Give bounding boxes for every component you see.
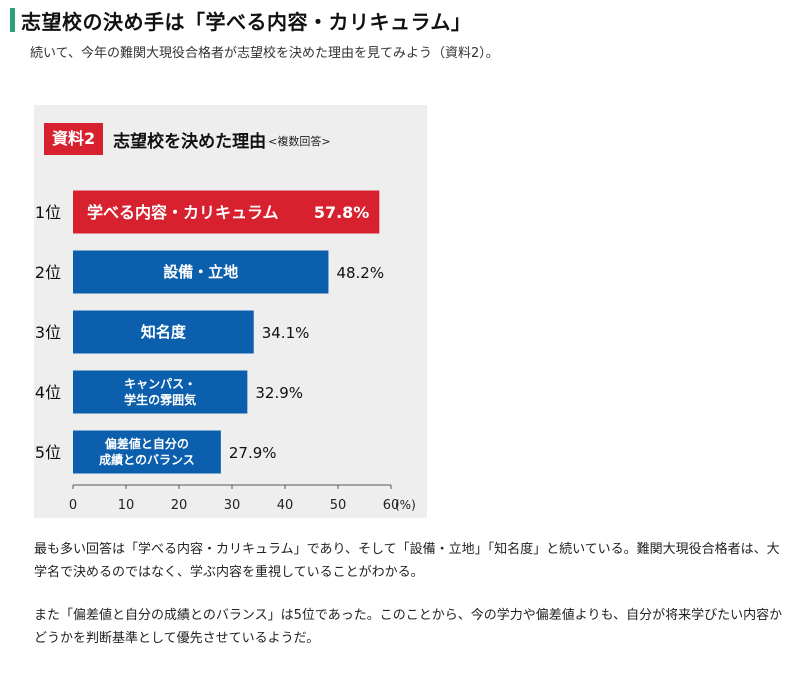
bar [73, 190, 380, 234]
bar-category-label: 知名度 [141, 323, 187, 341]
heading-text: 志望校の決め手は「学べる内容・カリキュラム」 [21, 9, 472, 34]
rank-label: 4位 [35, 383, 61, 402]
bar-category-label: 偏差値と自分の [105, 436, 189, 451]
rank-label: 5位 [35, 443, 61, 462]
bar-value-label: 27.9% [229, 444, 277, 462]
x-tick-label: 40 [277, 498, 294, 513]
section-heading: 志望校の決め手は「学べる内容・カリキュラム」 [10, 6, 471, 34]
bar [73, 430, 221, 474]
rank-label: 3位 [35, 323, 61, 342]
figure-badge: 資料2 [44, 123, 104, 155]
bar-value-label: 48.2% [336, 264, 384, 282]
bar-category-label: 設備・立地 [163, 263, 238, 281]
bar-category-label: キャンパス・ [124, 377, 196, 391]
figure-subtitle: <複数回答> [268, 135, 331, 148]
paragraph-1: 最も多い回答は「学べる内容・カリキュラム」であり、そして「設備・立地」「知名度」… [34, 542, 780, 580]
x-axis-unit: (%) [395, 498, 416, 512]
bar [73, 370, 248, 414]
paragraph-2: また「偏差値と自分の成績とのバランス」は5位であった。このことから、今の学力や偏… [34, 608, 783, 646]
figure-title: 志望校を決めた理由 [113, 131, 267, 152]
intro-text: 続いて、今年の難関大現役合格者が志望校を決めた理由を見てみよう（資料2）。 [30, 46, 499, 61]
x-tick-label: 0 [69, 498, 77, 513]
rank-label: 1位 [35, 203, 61, 222]
bar-value-label: 34.1% [262, 324, 310, 342]
figure-panel: 資料2 志望校を決めた理由 <複数回答> 0 10 20 30 40 50 60 (%) 1位学… [34, 105, 427, 518]
heading-accent-bar [10, 8, 15, 32]
x-tick-label: 20 [171, 498, 188, 513]
x-tick-label: 30 [224, 498, 241, 513]
bar [73, 250, 329, 294]
bar-value-label: 57.8% [314, 203, 370, 222]
x-tick-label: 10 [118, 498, 135, 513]
x-tick-label: 50 [330, 498, 347, 513]
bar-value-label: 32.9% [255, 384, 303, 402]
bar-category-label: 学べる内容・カリキュラム [87, 203, 279, 222]
bar-category-label: 学生の雰囲気 [124, 392, 196, 407]
bar-chart: 0 10 20 30 40 50 60(%) 1位 学べる内容・カリキュラム 57.8% 2位 設備・… [35, 190, 416, 513]
rank-label: 2位 [35, 263, 61, 282]
bar [73, 310, 254, 354]
x-tick-label: 60 [383, 498, 400, 513]
bar-category-label: 成績とのバランス [99, 452, 195, 467]
figure-title-row: 資料2 志望校を決めた理由 <複数回答> [44, 123, 331, 155]
